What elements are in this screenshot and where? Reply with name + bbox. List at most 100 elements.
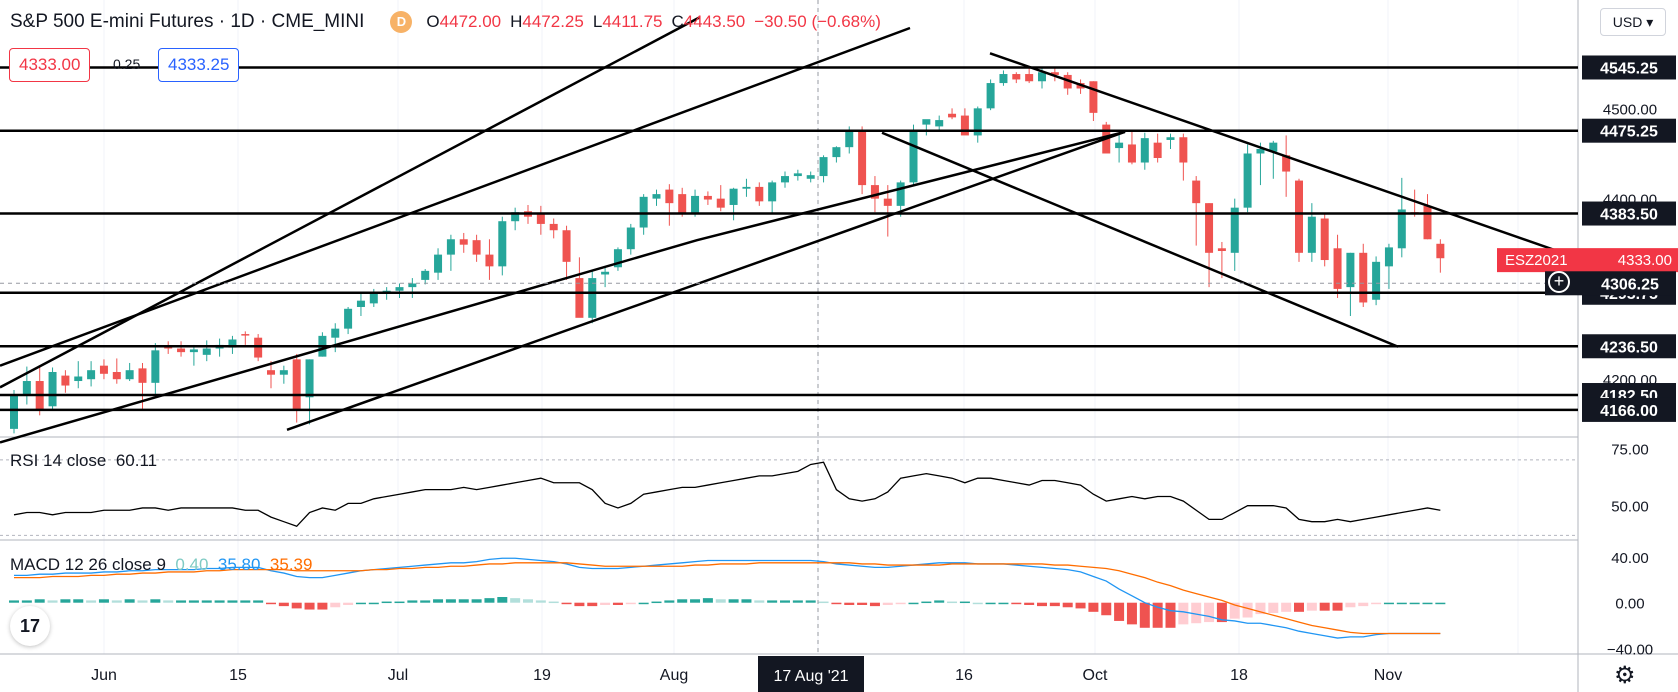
macd-hist-bar bbox=[1216, 602, 1227, 623]
candle-body bbox=[498, 221, 507, 267]
candle-body bbox=[678, 194, 687, 214]
macd-hist-bar bbox=[1319, 602, 1330, 611]
trendline bbox=[989, 52, 1574, 258]
candle-body bbox=[601, 271, 610, 275]
candle-body bbox=[1333, 248, 1342, 289]
candle-body bbox=[10, 395, 18, 429]
macd-hist-bar bbox=[664, 600, 675, 603]
macd-hist-bar bbox=[702, 598, 713, 603]
candle-body bbox=[1282, 155, 1291, 172]
macd-hist-bar bbox=[612, 602, 623, 605]
candle-body bbox=[575, 278, 584, 318]
macd-hist-bar bbox=[497, 597, 508, 603]
macd-hist-bar bbox=[548, 601, 559, 604]
rsi-tick-label: 75.00 bbox=[1611, 441, 1649, 458]
add-plus-icon[interactable]: + bbox=[1548, 271, 1570, 293]
macd-hist-bar bbox=[304, 602, 315, 610]
macd-hist-bar bbox=[458, 599, 469, 603]
time-tick-label: 18 bbox=[1230, 667, 1248, 684]
candle-body bbox=[883, 198, 892, 206]
macd-hist-bar bbox=[266, 602, 276, 605]
candle-body bbox=[1089, 81, 1098, 113]
candle-body bbox=[922, 119, 931, 125]
macd-tick-label: 0.00 bbox=[1615, 596, 1644, 613]
macd-hist-bar bbox=[1229, 602, 1240, 619]
macd-hist-bar bbox=[895, 602, 906, 605]
data-provider-badge[interactable]: D bbox=[390, 11, 413, 33]
candle-body bbox=[755, 186, 764, 202]
symbol-tag-price: 4333.00 bbox=[1618, 252, 1672, 269]
candle-body bbox=[1192, 180, 1201, 204]
macd-hist-bar bbox=[1383, 602, 1394, 605]
candle-body bbox=[1384, 247, 1393, 267]
macd-tick-label: −40.00 bbox=[1607, 641, 1653, 658]
candle-body bbox=[973, 108, 982, 136]
symbol-title[interactable]: S&P 500 E-mini Futures · 1D · CME_MINI bbox=[10, 11, 365, 32]
macd-hist-bar bbox=[1191, 602, 1202, 624]
sell-button[interactable]: 4333.00 bbox=[9, 48, 91, 82]
macd-hist-bar bbox=[471, 599, 482, 603]
macd-hist-bar bbox=[330, 602, 341, 608]
macd-hist-bar bbox=[561, 602, 572, 605]
macd-hist-bar bbox=[433, 599, 444, 603]
macd-hist-bar bbox=[86, 600, 97, 603]
macd-hist-bar bbox=[523, 599, 533, 603]
macd-hist-bar bbox=[150, 599, 161, 603]
tradingview-logo[interactable]: 17 bbox=[10, 606, 50, 646]
trendline bbox=[0, 16, 701, 389]
macd-hist-bar bbox=[1075, 602, 1086, 609]
candle-body bbox=[716, 198, 725, 208]
candle-body bbox=[87, 370, 96, 380]
time-tick-label: Jul bbox=[388, 667, 408, 684]
candle-body bbox=[164, 346, 173, 349]
time-tick-label: Nov bbox=[1374, 667, 1402, 684]
macd-hist-bar bbox=[1358, 602, 1369, 607]
candle-body bbox=[151, 350, 160, 383]
candle-body bbox=[279, 370, 288, 375]
macd-hist-bar bbox=[1011, 602, 1022, 605]
candle-body bbox=[254, 337, 263, 358]
candle-body bbox=[1153, 142, 1162, 159]
macd-hist-bar bbox=[21, 600, 32, 603]
candle-body bbox=[1012, 74, 1021, 80]
candle-body bbox=[1346, 252, 1355, 288]
macd-hist-bar bbox=[792, 600, 803, 603]
ohlc-readout: O4472.00 H4472.25 L4411.75 C4443.50 −30.50 (… bbox=[426, 12, 881, 31]
candle-body bbox=[948, 113, 957, 118]
currency-dropdown[interactable]: USD ▾ bbox=[1600, 8, 1666, 36]
trendline bbox=[0, 130, 1126, 444]
macd-hist-bar bbox=[343, 602, 354, 605]
signal-line bbox=[14, 562, 1441, 635]
macd-hist-bar bbox=[291, 602, 302, 609]
macd-hist-bar bbox=[921, 601, 932, 604]
macd-hist-bar bbox=[754, 600, 765, 603]
candle-body bbox=[1025, 74, 1034, 82]
macd-hist-bar bbox=[1062, 602, 1073, 608]
macd-hist-bar bbox=[9, 600, 19, 603]
candle-body bbox=[408, 283, 417, 288]
candle-body bbox=[241, 334, 250, 336]
macd-hist-bar bbox=[124, 599, 135, 603]
level-tag-label: 4545.25 bbox=[1600, 60, 1658, 77]
macd-hist-bar bbox=[690, 599, 701, 603]
crosshair-date-tag bbox=[758, 656, 864, 692]
time-tick-label: 16 bbox=[955, 667, 973, 684]
macd-hist-bar bbox=[1396, 602, 1407, 605]
macd-hist-bar bbox=[1345, 602, 1356, 608]
macd-hist-bar bbox=[934, 600, 945, 603]
macd-hist-bar bbox=[677, 599, 688, 603]
candle-body bbox=[1295, 180, 1303, 253]
level-tag bbox=[1582, 55, 1676, 80]
macd-hist-bar bbox=[1255, 602, 1266, 615]
candle-body bbox=[1436, 243, 1445, 259]
gear-icon[interactable]: ⚙ bbox=[1614, 662, 1636, 689]
candle-body bbox=[999, 74, 1008, 84]
macd-hist-bar bbox=[1294, 602, 1304, 612]
candle-body bbox=[202, 348, 211, 355]
macd-hist-bar bbox=[253, 600, 264, 603]
buy-button[interactable]: 4333.25 bbox=[158, 48, 240, 82]
macd-hist-bar bbox=[908, 602, 919, 605]
candle-body bbox=[588, 278, 597, 318]
candle-body bbox=[1359, 252, 1368, 303]
